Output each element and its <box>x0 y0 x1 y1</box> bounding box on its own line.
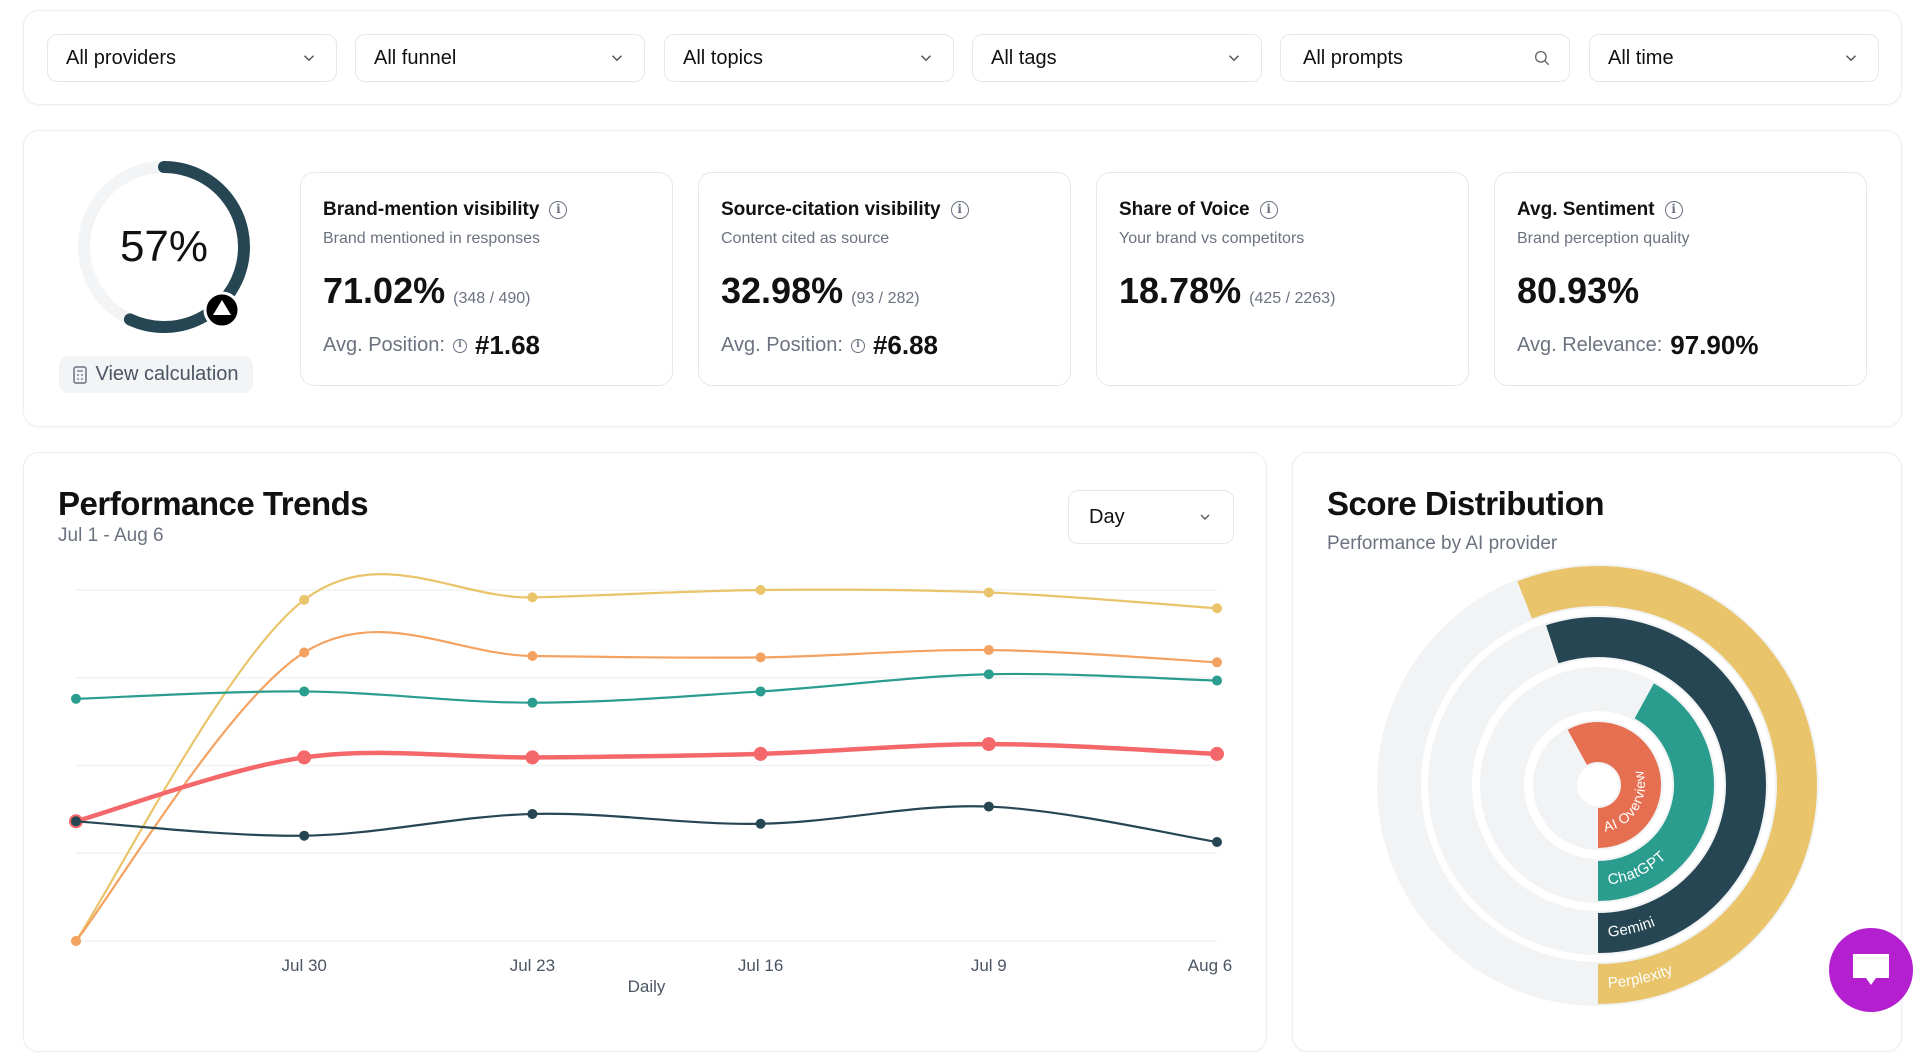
data-point[interactable] <box>71 816 81 827</box>
calculator-icon <box>73 365 88 384</box>
info-icon[interactable]: i <box>1259 201 1278 219</box>
series-line <box>75 573 1218 942</box>
funnel-filter-dropdown[interactable]: All funnel <box>355 34 645 82</box>
x-tick-label: Jul 30 <box>282 956 327 975</box>
data-point[interactable] <box>1212 837 1222 848</box>
chat-bubble-icon <box>1853 954 1889 985</box>
score-title: Score Distribution <box>1327 485 1605 522</box>
data-point[interactable] <box>755 585 766 595</box>
x-tick-label: Aug 6 <box>1188 956 1232 975</box>
data-point[interactable] <box>299 830 310 841</box>
chevron-down-icon <box>1845 55 1857 62</box>
data-point[interactable] <box>299 686 310 697</box>
data-point[interactable] <box>755 818 766 829</box>
data-point[interactable] <box>755 652 766 663</box>
share-of-voice-card: Share of Voice i Your brand vs competitor… <box>1096 172 1469 386</box>
info-icon[interactable]: i <box>950 201 969 219</box>
data-point[interactable] <box>527 592 538 603</box>
source-citation-card: Source-citation visibility i Content cite… <box>698 172 1071 386</box>
data-point[interactable] <box>527 697 538 708</box>
metrics-panel: 57% View calculation Brand-mention visib… <box>23 130 1902 427</box>
overall-score-gauge: 57% <box>74 157 254 337</box>
data-point[interactable] <box>981 737 996 752</box>
filter-bar: All providers All funnel All topics All … <box>23 10 1902 105</box>
chevron-down-icon <box>1228 55 1240 62</box>
score-subtitle: Performance by AI provider <box>1327 533 1558 554</box>
info-icon[interactable]: i <box>452 338 467 353</box>
x-axis-label: Daily <box>628 977 666 996</box>
data-point[interactable] <box>71 693 81 704</box>
data-point[interactable] <box>525 750 540 765</box>
chevron-down-icon <box>611 55 623 62</box>
x-tick-label: Jul 9 <box>971 956 1007 975</box>
x-tick-label: Jul 23 <box>510 956 555 975</box>
chat-support-button[interactable] <box>1829 928 1913 1012</box>
series-line <box>75 672 1218 704</box>
radial-bar[interactable] <box>1597 683 1714 901</box>
data-point[interactable] <box>527 808 538 819</box>
radial-bar[interactable] <box>1546 617 1766 953</box>
radial-bar[interactable] <box>1567 722 1661 848</box>
data-point[interactable] <box>299 647 310 658</box>
series-line <box>75 805 1218 844</box>
score-distribution-card: AI Overview ChatGPT Gemini Perplexity Score… <box>1292 452 1902 1052</box>
data-point[interactable] <box>1212 675 1222 686</box>
gauge-arc <box>123 161 250 333</box>
tag-filter-dropdown[interactable]: All tags <box>972 34 1262 82</box>
provider-filter-dropdown[interactable]: All providers <box>47 34 337 82</box>
info-icon[interactable]: i <box>549 201 568 219</box>
data-point[interactable] <box>983 645 994 656</box>
data-point[interactable] <box>1212 657 1222 668</box>
performance-trends-card: Jul 30 Jul 23 Jul 16 Jul 9 Aug 6 Daily Perfor… <box>23 452 1267 1052</box>
chevron-down-icon <box>920 55 932 62</box>
data-point[interactable] <box>983 669 994 680</box>
data-point[interactable] <box>527 650 538 661</box>
time-filter-dropdown[interactable]: All time <box>1589 34 1879 82</box>
search-icon <box>1534 50 1550 66</box>
prompt-search-input[interactable]: All prompts <box>1280 34 1570 82</box>
granularity-dropdown[interactable]: Day <box>1068 490 1234 544</box>
chevron-down-icon <box>1200 514 1210 520</box>
series-line <box>75 741 1218 824</box>
data-point[interactable] <box>983 801 994 812</box>
info-icon[interactable]: i <box>1664 201 1683 219</box>
trends-date-range: Jul 1 - Aug 6 <box>58 525 164 546</box>
data-point[interactable] <box>71 936 81 946</box>
radial-bar[interactable] <box>1517 566 1817 1004</box>
series-line <box>75 631 1218 942</box>
data-point[interactable] <box>983 587 994 598</box>
avg-sentiment-card: Avg. Sentiment i Brand perception quality… <box>1494 172 1867 386</box>
provider-logo-badge <box>203 291 241 329</box>
data-point[interactable] <box>1212 603 1222 614</box>
data-point[interactable] <box>297 750 312 765</box>
data-point[interactable] <box>299 594 310 605</box>
brand-mention-card: Brand-mention visibility i Brand mentione… <box>300 172 673 386</box>
chevron-down-icon <box>303 55 315 62</box>
trends-title: Performance Trends <box>58 485 369 522</box>
x-tick-label: Jul 16 <box>738 956 783 975</box>
data-point[interactable] <box>1210 746 1224 761</box>
data-point[interactable] <box>755 686 766 697</box>
view-calculation-button[interactable]: View calculation <box>59 356 253 393</box>
performance-trends-chart: Jul 30 Jul 23 Jul 16 Jul 9 Aug 6 Daily <box>69 573 1232 996</box>
info-icon[interactable]: i <box>850 338 865 353</box>
data-point[interactable] <box>753 746 768 761</box>
topic-filter-dropdown[interactable]: All topics <box>664 34 954 82</box>
overall-score-value: 57% <box>120 222 208 271</box>
